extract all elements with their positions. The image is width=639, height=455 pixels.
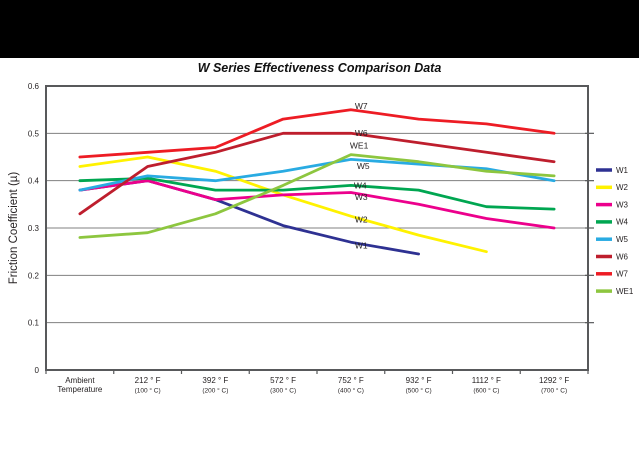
series-line-w7 — [78, 108, 556, 159]
x-label-line1: Ambient — [65, 376, 95, 385]
legend-label-we1: WE1 — [616, 287, 634, 296]
x-label-line1: 1112 ° F — [472, 376, 501, 385]
legend-label-w6: W6 — [616, 252, 629, 261]
series-line-w3 — [78, 179, 556, 230]
chart-title: W Series Effectiveness Comparison Data — [197, 61, 442, 75]
legend-label-w3: W3 — [616, 200, 629, 209]
legend-label-w1: W1 — [616, 166, 629, 175]
y-tick-label: 0.3 — [28, 224, 40, 233]
x-label-line2: (600 ° C) — [473, 387, 499, 395]
y-tick-label: 0.4 — [28, 177, 40, 186]
series-label-we1: WE1 — [350, 141, 369, 151]
x-label-line1: 1292 ° F — [539, 376, 569, 385]
y-tick-label: 0 — [35, 366, 40, 375]
legend-label-w7: W7 — [616, 270, 629, 279]
legend-label-w5: W5 — [616, 235, 629, 244]
x-label-line2: (400 ° C) — [338, 387, 364, 395]
legend-label-w4: W4 — [616, 218, 629, 227]
series-line-w6 — [78, 131, 556, 216]
series-line-w1 — [78, 179, 421, 256]
x-label-line2: (500 ° C) — [406, 387, 432, 395]
series-line-we1 — [78, 153, 556, 239]
y-tick-label: 0.6 — [28, 82, 40, 91]
x-label-line1: 752 ° F — [338, 376, 364, 385]
y-tick-label: 0.1 — [28, 319, 40, 328]
x-label-line2: (300 ° C) — [270, 387, 296, 395]
y-tick-label: 0.5 — [28, 129, 40, 138]
top-black-bar — [0, 0, 639, 58]
x-label-line2: (100 ° C) — [135, 387, 161, 395]
y-tick-label: 0.2 — [28, 271, 40, 280]
x-label-line2: (200 ° C) — [202, 387, 228, 395]
x-label-line1: 572 ° F — [270, 376, 296, 385]
x-label-line2: Temperature — [57, 385, 102, 394]
series-label-w2: W2 — [355, 214, 368, 224]
legend-label-w2: W2 — [616, 183, 629, 192]
series-line-w4 — [78, 176, 556, 211]
series-label-w4: W4 — [354, 180, 367, 190]
series-label-w6: W6 — [355, 128, 368, 138]
x-label-line2: (700 ° C) — [541, 387, 567, 395]
x-label-line1: 212 ° F — [135, 376, 161, 385]
x-label-line1: 932 ° F — [406, 376, 432, 385]
series-label-w1: W1 — [355, 241, 368, 251]
series-label-w7: W7 — [355, 101, 368, 111]
series-label-w3: W3 — [355, 192, 368, 202]
series-line-w5 — [78, 158, 556, 192]
x-label-line1: 392 ° F — [202, 376, 228, 385]
series-label-w5: W5 — [357, 161, 370, 171]
